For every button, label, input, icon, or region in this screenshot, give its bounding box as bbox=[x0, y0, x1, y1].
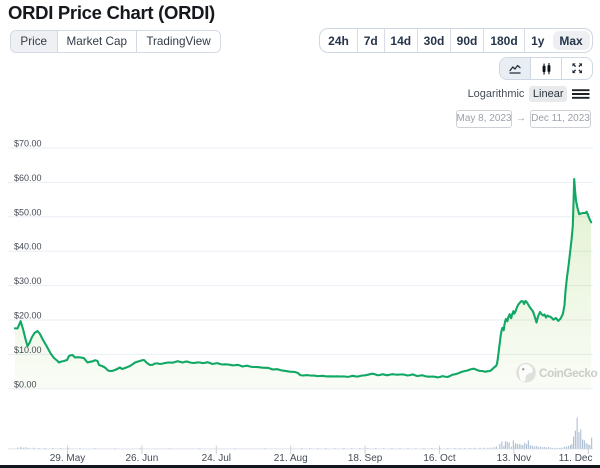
svg-text:$10.00: $10.00 bbox=[14, 345, 42, 355]
svg-text:11. Dec: 11. Dec bbox=[559, 453, 593, 464]
svg-text:$30.00: $30.00 bbox=[14, 276, 42, 286]
svg-text:16. Oct: 16. Oct bbox=[423, 453, 455, 464]
svg-text:$50.00: $50.00 bbox=[14, 207, 42, 217]
svg-text:21. Aug: 21. Aug bbox=[274, 453, 308, 464]
svg-text:26. Jun: 26. Jun bbox=[125, 453, 158, 464]
svg-text:CoinGecko: CoinGecko bbox=[539, 366, 597, 380]
svg-text:$0.00: $0.00 bbox=[14, 379, 37, 389]
svg-text:29. May: 29. May bbox=[50, 453, 86, 464]
svg-text:13. Nov: 13. Nov bbox=[497, 453, 531, 464]
svg-text:$40.00: $40.00 bbox=[14, 242, 42, 252]
svg-text:$60.00: $60.00 bbox=[14, 173, 42, 183]
svg-text:$20.00: $20.00 bbox=[14, 311, 42, 321]
svg-text:18. Sep: 18. Sep bbox=[348, 453, 383, 464]
svg-text:24. Jul: 24. Jul bbox=[202, 453, 231, 464]
svg-text:$70.00: $70.00 bbox=[14, 139, 42, 149]
